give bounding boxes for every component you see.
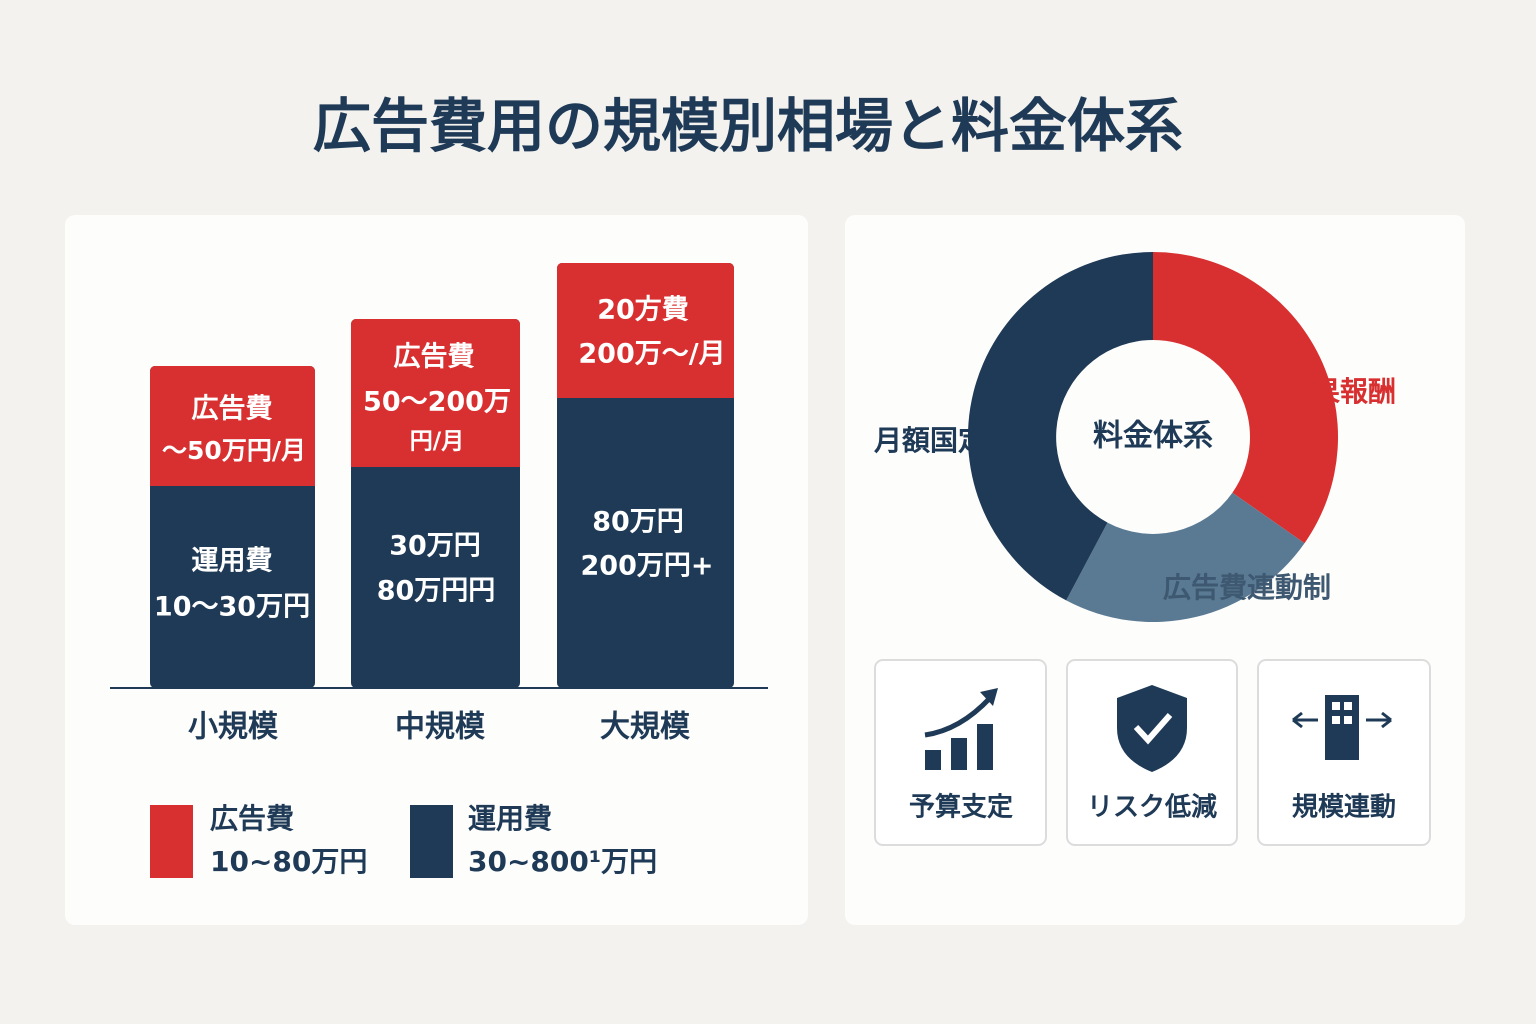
chart-icon bbox=[924, 688, 998, 770]
bar-ad bbox=[557, 263, 734, 398]
card-label: 予算支定 bbox=[909, 792, 1013, 823]
bar-ad bbox=[150, 366, 315, 486]
legend-swatch bbox=[410, 805, 453, 878]
donut-segment bbox=[967, 251, 1153, 601]
page-title: 広告費用の規模別相場と料金体系 bbox=[313, 92, 1183, 160]
bar-label: 広告費 bbox=[192, 394, 273, 425]
bar-label: 10〜30万円 bbox=[154, 592, 310, 623]
segment-label: 成果報酬 bbox=[1284, 375, 1396, 408]
bar-label: 広告費 bbox=[394, 342, 475, 373]
bar-label: 〜50万円/月 bbox=[162, 436, 306, 465]
legend-range: 30~800¹万円 bbox=[468, 845, 657, 878]
segment-label: 月額国定制 bbox=[873, 424, 1014, 457]
bar-label: 運用費 bbox=[192, 546, 273, 577]
legend-range: 10~80万円 bbox=[210, 845, 367, 878]
card-label: 規模連動 bbox=[1292, 793, 1396, 823]
legend-label: 広告費 bbox=[210, 802, 294, 835]
legend-swatch bbox=[150, 805, 193, 878]
building-icon bbox=[1292, 695, 1392, 760]
segment-label: 広告費連動制 bbox=[1163, 571, 1331, 604]
donut-segment bbox=[1066, 492, 1305, 623]
bar-ad bbox=[351, 319, 520, 467]
bar-label: 200万円+ bbox=[581, 551, 714, 582]
check-icon bbox=[1133, 713, 1173, 745]
bar-label: 30万円 bbox=[389, 531, 481, 562]
bar-label: 80万円 bbox=[592, 507, 684, 538]
donut-segment bbox=[1153, 252, 1339, 544]
bar-label: 80万円円 bbox=[377, 576, 496, 607]
category-label: 大規模 bbox=[600, 710, 690, 745]
category-label: 小規模 bbox=[188, 710, 278, 745]
category-label: 中規模 bbox=[395, 710, 485, 745]
legend-label: 運用費 bbox=[468, 802, 552, 835]
bar-label: 50〜200万 bbox=[363, 387, 511, 418]
donut-center: 料金体系 bbox=[1093, 419, 1213, 454]
bar-label: 20方費 bbox=[597, 295, 689, 326]
bar-label: 200万〜/月 bbox=[578, 339, 725, 370]
shield-icon bbox=[1117, 685, 1187, 772]
bar-label: 円/月 bbox=[410, 429, 464, 455]
card-label: リスク低減 bbox=[1087, 793, 1217, 823]
